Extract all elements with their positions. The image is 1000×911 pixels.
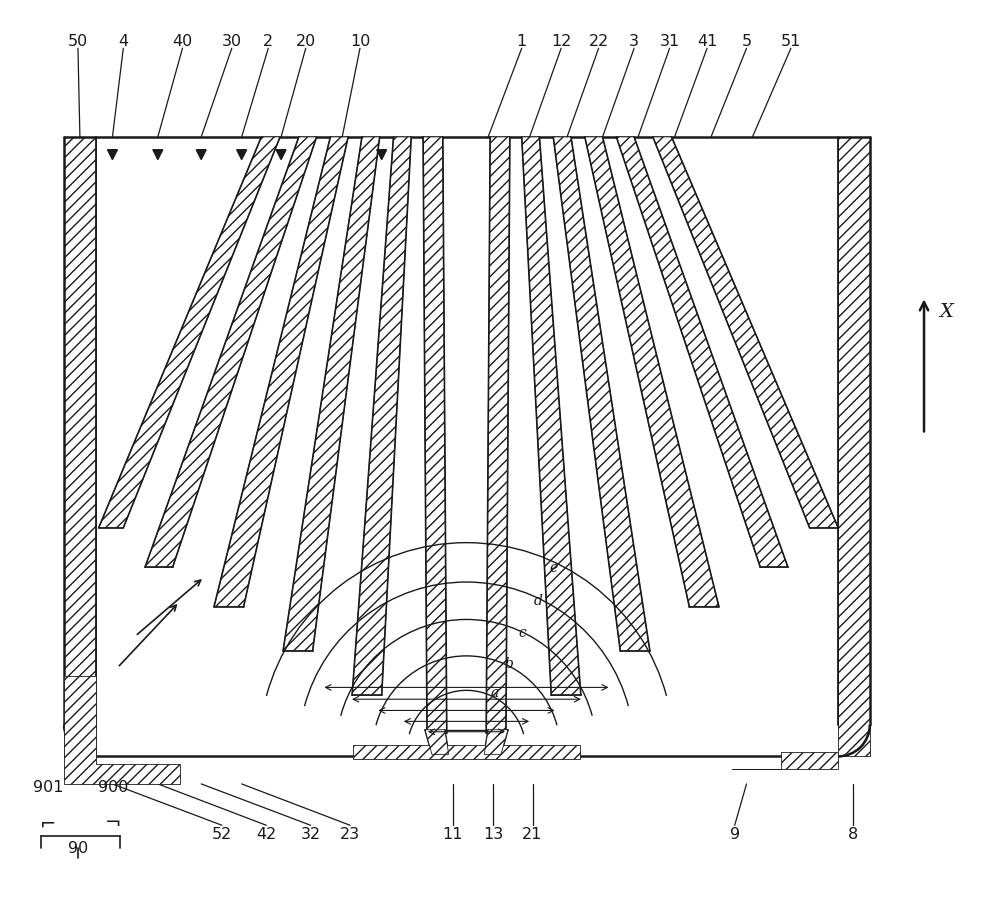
Text: ⌐: ⌐ xyxy=(40,814,57,833)
Text: e: e xyxy=(549,560,558,574)
Text: 22: 22 xyxy=(588,34,609,49)
Polygon shape xyxy=(585,138,719,607)
Text: 12: 12 xyxy=(551,34,571,49)
Text: 900: 900 xyxy=(98,780,129,794)
Polygon shape xyxy=(153,150,163,160)
Text: 90: 90 xyxy=(68,841,88,855)
Text: 31: 31 xyxy=(659,34,680,49)
Text: X: X xyxy=(939,302,953,321)
Polygon shape xyxy=(522,138,581,695)
Text: a: a xyxy=(490,685,498,700)
Text: 50: 50 xyxy=(68,34,88,49)
Text: 51: 51 xyxy=(781,34,801,49)
Text: 9: 9 xyxy=(730,825,740,841)
Polygon shape xyxy=(283,138,380,651)
Polygon shape xyxy=(237,150,247,160)
Polygon shape xyxy=(108,150,117,160)
Text: 3: 3 xyxy=(629,34,639,49)
Text: 4: 4 xyxy=(118,34,128,49)
Polygon shape xyxy=(653,138,838,528)
Polygon shape xyxy=(425,730,449,754)
Polygon shape xyxy=(484,730,508,754)
Text: 2: 2 xyxy=(263,34,273,49)
Text: 40: 40 xyxy=(172,34,193,49)
Text: 23: 23 xyxy=(340,825,360,841)
Polygon shape xyxy=(99,138,280,528)
Text: 5: 5 xyxy=(741,34,752,49)
Polygon shape xyxy=(276,150,286,160)
Text: 41: 41 xyxy=(697,34,717,49)
Text: 13: 13 xyxy=(483,825,503,841)
Text: 42: 42 xyxy=(256,825,276,841)
Polygon shape xyxy=(838,138,870,756)
Text: b: b xyxy=(504,656,513,670)
Polygon shape xyxy=(196,150,206,160)
Polygon shape xyxy=(377,150,387,160)
Text: ¬: ¬ xyxy=(105,814,122,833)
Text: 32: 32 xyxy=(301,825,321,841)
Polygon shape xyxy=(616,138,788,568)
Polygon shape xyxy=(353,744,580,760)
Polygon shape xyxy=(64,138,96,756)
Text: 8: 8 xyxy=(848,825,858,841)
Polygon shape xyxy=(145,138,317,568)
Polygon shape xyxy=(553,138,650,651)
Text: 901: 901 xyxy=(33,780,64,794)
Text: 20: 20 xyxy=(296,34,316,49)
Text: 10: 10 xyxy=(350,34,370,49)
Text: 52: 52 xyxy=(212,825,232,841)
Polygon shape xyxy=(732,752,838,769)
Text: d: d xyxy=(534,593,542,608)
Polygon shape xyxy=(352,138,411,695)
Polygon shape xyxy=(64,676,180,784)
Polygon shape xyxy=(486,138,510,733)
Polygon shape xyxy=(214,138,348,607)
Text: 30: 30 xyxy=(222,34,242,49)
Text: c: c xyxy=(519,625,526,640)
Polygon shape xyxy=(423,138,447,733)
Text: 1: 1 xyxy=(517,34,527,49)
Text: 11: 11 xyxy=(442,825,463,841)
Text: 21: 21 xyxy=(522,825,543,841)
